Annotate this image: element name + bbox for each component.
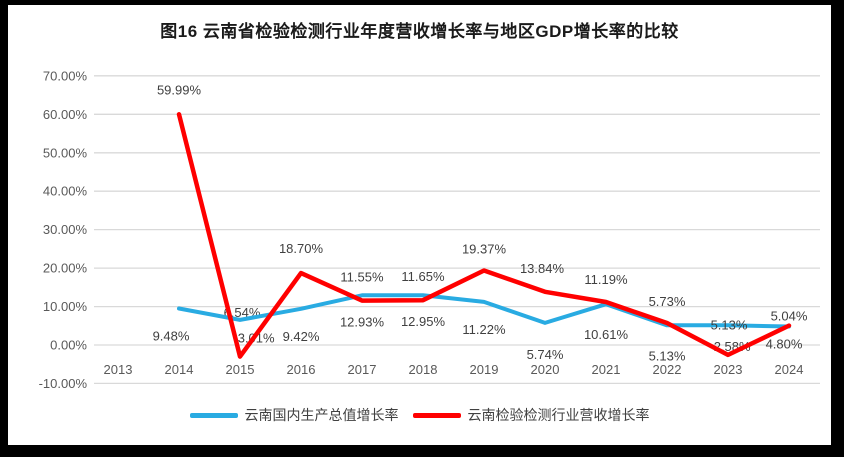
y-axis-label: 40.00% xyxy=(43,184,88,199)
data-label-s1: 5.73% xyxy=(649,294,686,309)
y-axis-label: 0.00% xyxy=(50,338,87,353)
y-axis-label: -10.00% xyxy=(39,376,88,391)
x-axis-label: 2020 xyxy=(531,362,560,377)
legend-item-industry: 云南检验检测行业营收增长率 xyxy=(412,405,650,425)
data-label-s1: 11.55% xyxy=(340,270,384,285)
x-axis-label: 2017 xyxy=(348,362,377,377)
x-axis-label: 2023 xyxy=(714,362,743,377)
x-axis-label: 2016 xyxy=(287,362,316,377)
legend-label-industry: 云南检验检测行业营收增长率 xyxy=(467,407,650,423)
data-label-s1: 11.19% xyxy=(584,272,628,287)
legend: 云南国内生产总值增长率 云南检验检测行业营收增长率 xyxy=(8,403,831,427)
legend-item-gdp: 云南国内生产总值增长率 xyxy=(189,405,399,425)
x-axis-label: 2024 xyxy=(775,362,804,377)
data-label-s0: 9.48% xyxy=(153,329,190,344)
data-label-s1: 11.65% xyxy=(401,269,445,284)
series-line-industry xyxy=(176,112,792,359)
y-axis-label: 20.00% xyxy=(43,261,88,276)
data-label-s0: 12.95% xyxy=(401,314,446,329)
x-axis-label: 2013 xyxy=(104,362,133,377)
data-label-s0: 4.80% xyxy=(766,337,803,352)
x-axis-label: 2021 xyxy=(592,362,621,377)
x-axis-label: 2014 xyxy=(165,362,194,377)
y-axis-label: 10.00% xyxy=(43,299,88,314)
x-axis-label: 2022 xyxy=(653,362,682,377)
data-label-s0: 10.61% xyxy=(584,327,629,342)
y-axis-label: 30.00% xyxy=(43,222,88,237)
line-chart: 70.00% 60.00% 50.00% 40.00% 30.00% 20.00% 10.0… xyxy=(39,68,820,391)
legend-label-gdp: 云南国内生产总值增长率 xyxy=(244,407,399,423)
data-label-s1: 13.84% xyxy=(520,261,565,276)
y-axis-label: 50.00% xyxy=(43,145,88,160)
x-axis-label: 2018 xyxy=(409,362,438,377)
chart-title: 图16 云南省检验检测行业年度营收增长率与地区GDP增长率的比较 xyxy=(160,22,679,41)
series-line-gdp xyxy=(177,293,791,329)
y-axis-label: 60.00% xyxy=(43,107,88,122)
x-axis-label: 2019 xyxy=(470,362,499,377)
data-label-s1: 5.04% xyxy=(771,309,808,324)
data-label-s1: 19.37% xyxy=(462,242,507,257)
y-axis-label: 70.00% xyxy=(43,68,88,83)
data-label-s0: 9.42% xyxy=(283,329,320,344)
data-label-s0: 5.13% xyxy=(711,317,748,332)
data-label-s0: 11.22% xyxy=(462,322,506,337)
data-label-s0: 5.13% xyxy=(649,348,686,363)
data-label-s0: 5.74% xyxy=(527,347,564,362)
industry-line-swatch-icon xyxy=(412,412,461,418)
data-label-s0: 12.93% xyxy=(340,314,385,329)
gdp-line-swatch-icon xyxy=(189,412,238,418)
x-axis-label: 2015 xyxy=(226,362,255,377)
data-label-s1: 18.70% xyxy=(279,241,324,256)
data-label-s1: 59.99% xyxy=(157,82,202,97)
